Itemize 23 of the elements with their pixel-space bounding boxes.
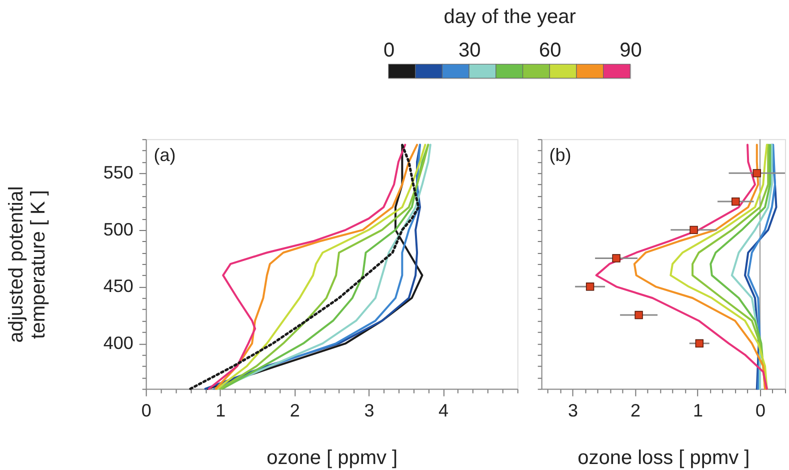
color-bar-title: day of the year: [444, 6, 576, 28]
x-tick-label: 2: [630, 400, 641, 420]
y-tick-label: 450: [103, 276, 134, 296]
x-tick-label: 3: [364, 400, 374, 420]
annotation: (b): [549, 145, 572, 166]
color-bar-label: 90: [620, 40, 642, 62]
y-tick-label: 550: [103, 162, 134, 183]
x-tick-label: 4: [438, 400, 449, 420]
y-tick-label: 400: [103, 332, 134, 353]
x-axis-title: ozone [ ppmv ]: [266, 447, 398, 470]
x-tick-label: 1: [216, 400, 226, 420]
y-axis-title: adjusted potential temperature [ K ]: [5, 186, 50, 343]
x-tick-label: 0: [141, 400, 152, 420]
x-tick-label: 0: [756, 400, 766, 420]
annotation: (a): [154, 145, 176, 166]
x-tick-label: 3: [568, 400, 578, 420]
color-bar-label: 30: [458, 40, 481, 62]
x-tick-label: 1: [693, 400, 704, 420]
y-tick-label: 500: [103, 219, 134, 240]
color-bar-label: 0: [383, 40, 395, 62]
x-tick-label: 2: [290, 400, 300, 420]
color-bar-label: 60: [539, 40, 562, 62]
x-axis-title: ozone loss [ ppmv ]: [578, 447, 750, 470]
